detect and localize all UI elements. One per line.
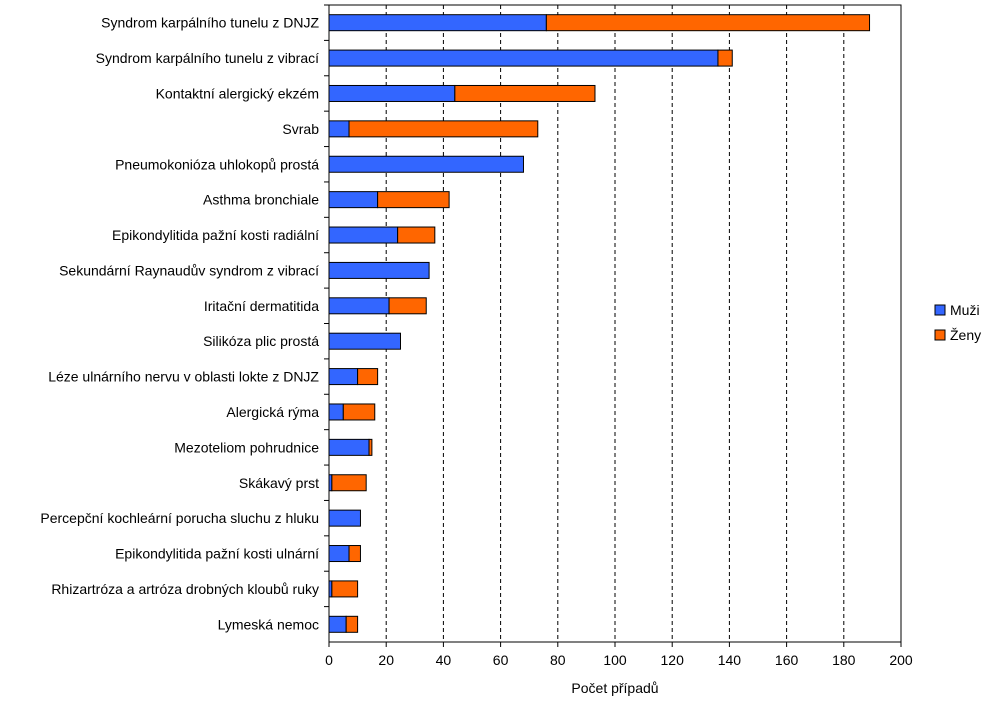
gridlines bbox=[385, 5, 845, 642]
category-label: Lymeská nemoc bbox=[218, 616, 319, 632]
x-tick-label: 80 bbox=[550, 652, 566, 668]
bar-segment bbox=[328, 509, 361, 527]
bar-segment bbox=[328, 438, 370, 456]
bar-segment bbox=[368, 438, 373, 456]
x-tick-label: 160 bbox=[775, 652, 799, 668]
legend-label: Ženy bbox=[950, 327, 981, 343]
axes bbox=[324, 4, 902, 647]
bar-segment bbox=[328, 261, 430, 279]
bar-segment bbox=[331, 580, 359, 598]
legend-swatch bbox=[934, 304, 946, 316]
bar-segment bbox=[328, 120, 350, 138]
category-labels: Syndrom karpálního tunelu z DNJZ Syndrom … bbox=[40, 15, 319, 633]
x-tick-label: 200 bbox=[889, 652, 913, 668]
x-tick-label: 40 bbox=[436, 652, 452, 668]
category-label: Asthma bronchiale bbox=[203, 192, 319, 208]
bar-segment bbox=[454, 84, 596, 102]
category-label: Iritační dermatitida bbox=[204, 298, 319, 314]
bar-segment bbox=[328, 155, 524, 173]
category-label: Pneumokonióza uhlokopů prostá bbox=[115, 156, 319, 172]
x-tick-label: 60 bbox=[493, 652, 509, 668]
category-label: Kontaktní alergický ekzém bbox=[156, 85, 319, 101]
bar-segment bbox=[328, 403, 344, 421]
x-tick-label: 100 bbox=[603, 652, 627, 668]
bar-segment bbox=[388, 297, 427, 315]
bar-segment bbox=[328, 545, 350, 563]
category-label: Sekundární Raynaudův syndrom z vibrací bbox=[59, 262, 319, 278]
bar-segment bbox=[342, 403, 376, 421]
bar-segment bbox=[328, 368, 359, 386]
category-label: Alergická rýma bbox=[226, 404, 319, 420]
x-axis-title: Počet případů bbox=[571, 680, 658, 696]
category-label: Epikondylitida pažní kosti radiální bbox=[112, 227, 319, 243]
category-label: Skákavý prst bbox=[239, 475, 319, 491]
x-tick-label: 0 bbox=[325, 652, 333, 668]
bar-segment bbox=[328, 615, 347, 633]
bar-segment bbox=[328, 191, 379, 209]
category-label: Svrab bbox=[282, 121, 319, 137]
x-tick-label: 20 bbox=[378, 652, 394, 668]
x-tick-label: 120 bbox=[661, 652, 685, 668]
category-label: Syndrom karpálního tunelu z vibrací bbox=[96, 50, 319, 66]
legend: Muži Ženy bbox=[934, 302, 981, 343]
legend-swatch bbox=[934, 329, 946, 341]
bar-segment bbox=[328, 49, 719, 67]
category-label: Percepční kochleární porucha sluchu z hl… bbox=[40, 510, 319, 526]
bar-segment bbox=[348, 120, 539, 138]
x-tick-label: 180 bbox=[832, 652, 856, 668]
bar-segment bbox=[328, 14, 547, 32]
bar-segment bbox=[331, 474, 367, 492]
bar-segment bbox=[397, 226, 436, 244]
bar-segment bbox=[545, 14, 871, 32]
category-label: Mezoteliom pohrudnice bbox=[174, 439, 319, 455]
category-label: Syndrom karpálního tunelu z DNJZ bbox=[101, 15, 319, 31]
bar-segment bbox=[328, 332, 401, 350]
category-label: Léze ulnárního nervu v oblasti lokte z D… bbox=[48, 369, 319, 385]
legend-label: Muži bbox=[950, 302, 980, 318]
category-label: Rhizartróza a artróza drobných kloubů ru… bbox=[51, 581, 319, 597]
x-tick-label: 140 bbox=[718, 652, 742, 668]
bar-segment bbox=[328, 297, 390, 315]
bar-segment bbox=[345, 615, 359, 633]
category-label: Silikóza plic prostá bbox=[203, 333, 319, 349]
bar-segment bbox=[348, 545, 361, 563]
bar-segment bbox=[357, 368, 379, 386]
bar-segment bbox=[328, 226, 399, 244]
bar-segment bbox=[717, 49, 733, 67]
bar-segment bbox=[377, 191, 450, 209]
x-tick-labels: 0 20 40 60 80 100 120 140 160 180 200 bbox=[325, 652, 913, 668]
bars bbox=[328, 14, 871, 633]
bar-segment bbox=[328, 84, 456, 102]
category-label: Epikondylitida pažní kosti ulnární bbox=[115, 546, 319, 562]
